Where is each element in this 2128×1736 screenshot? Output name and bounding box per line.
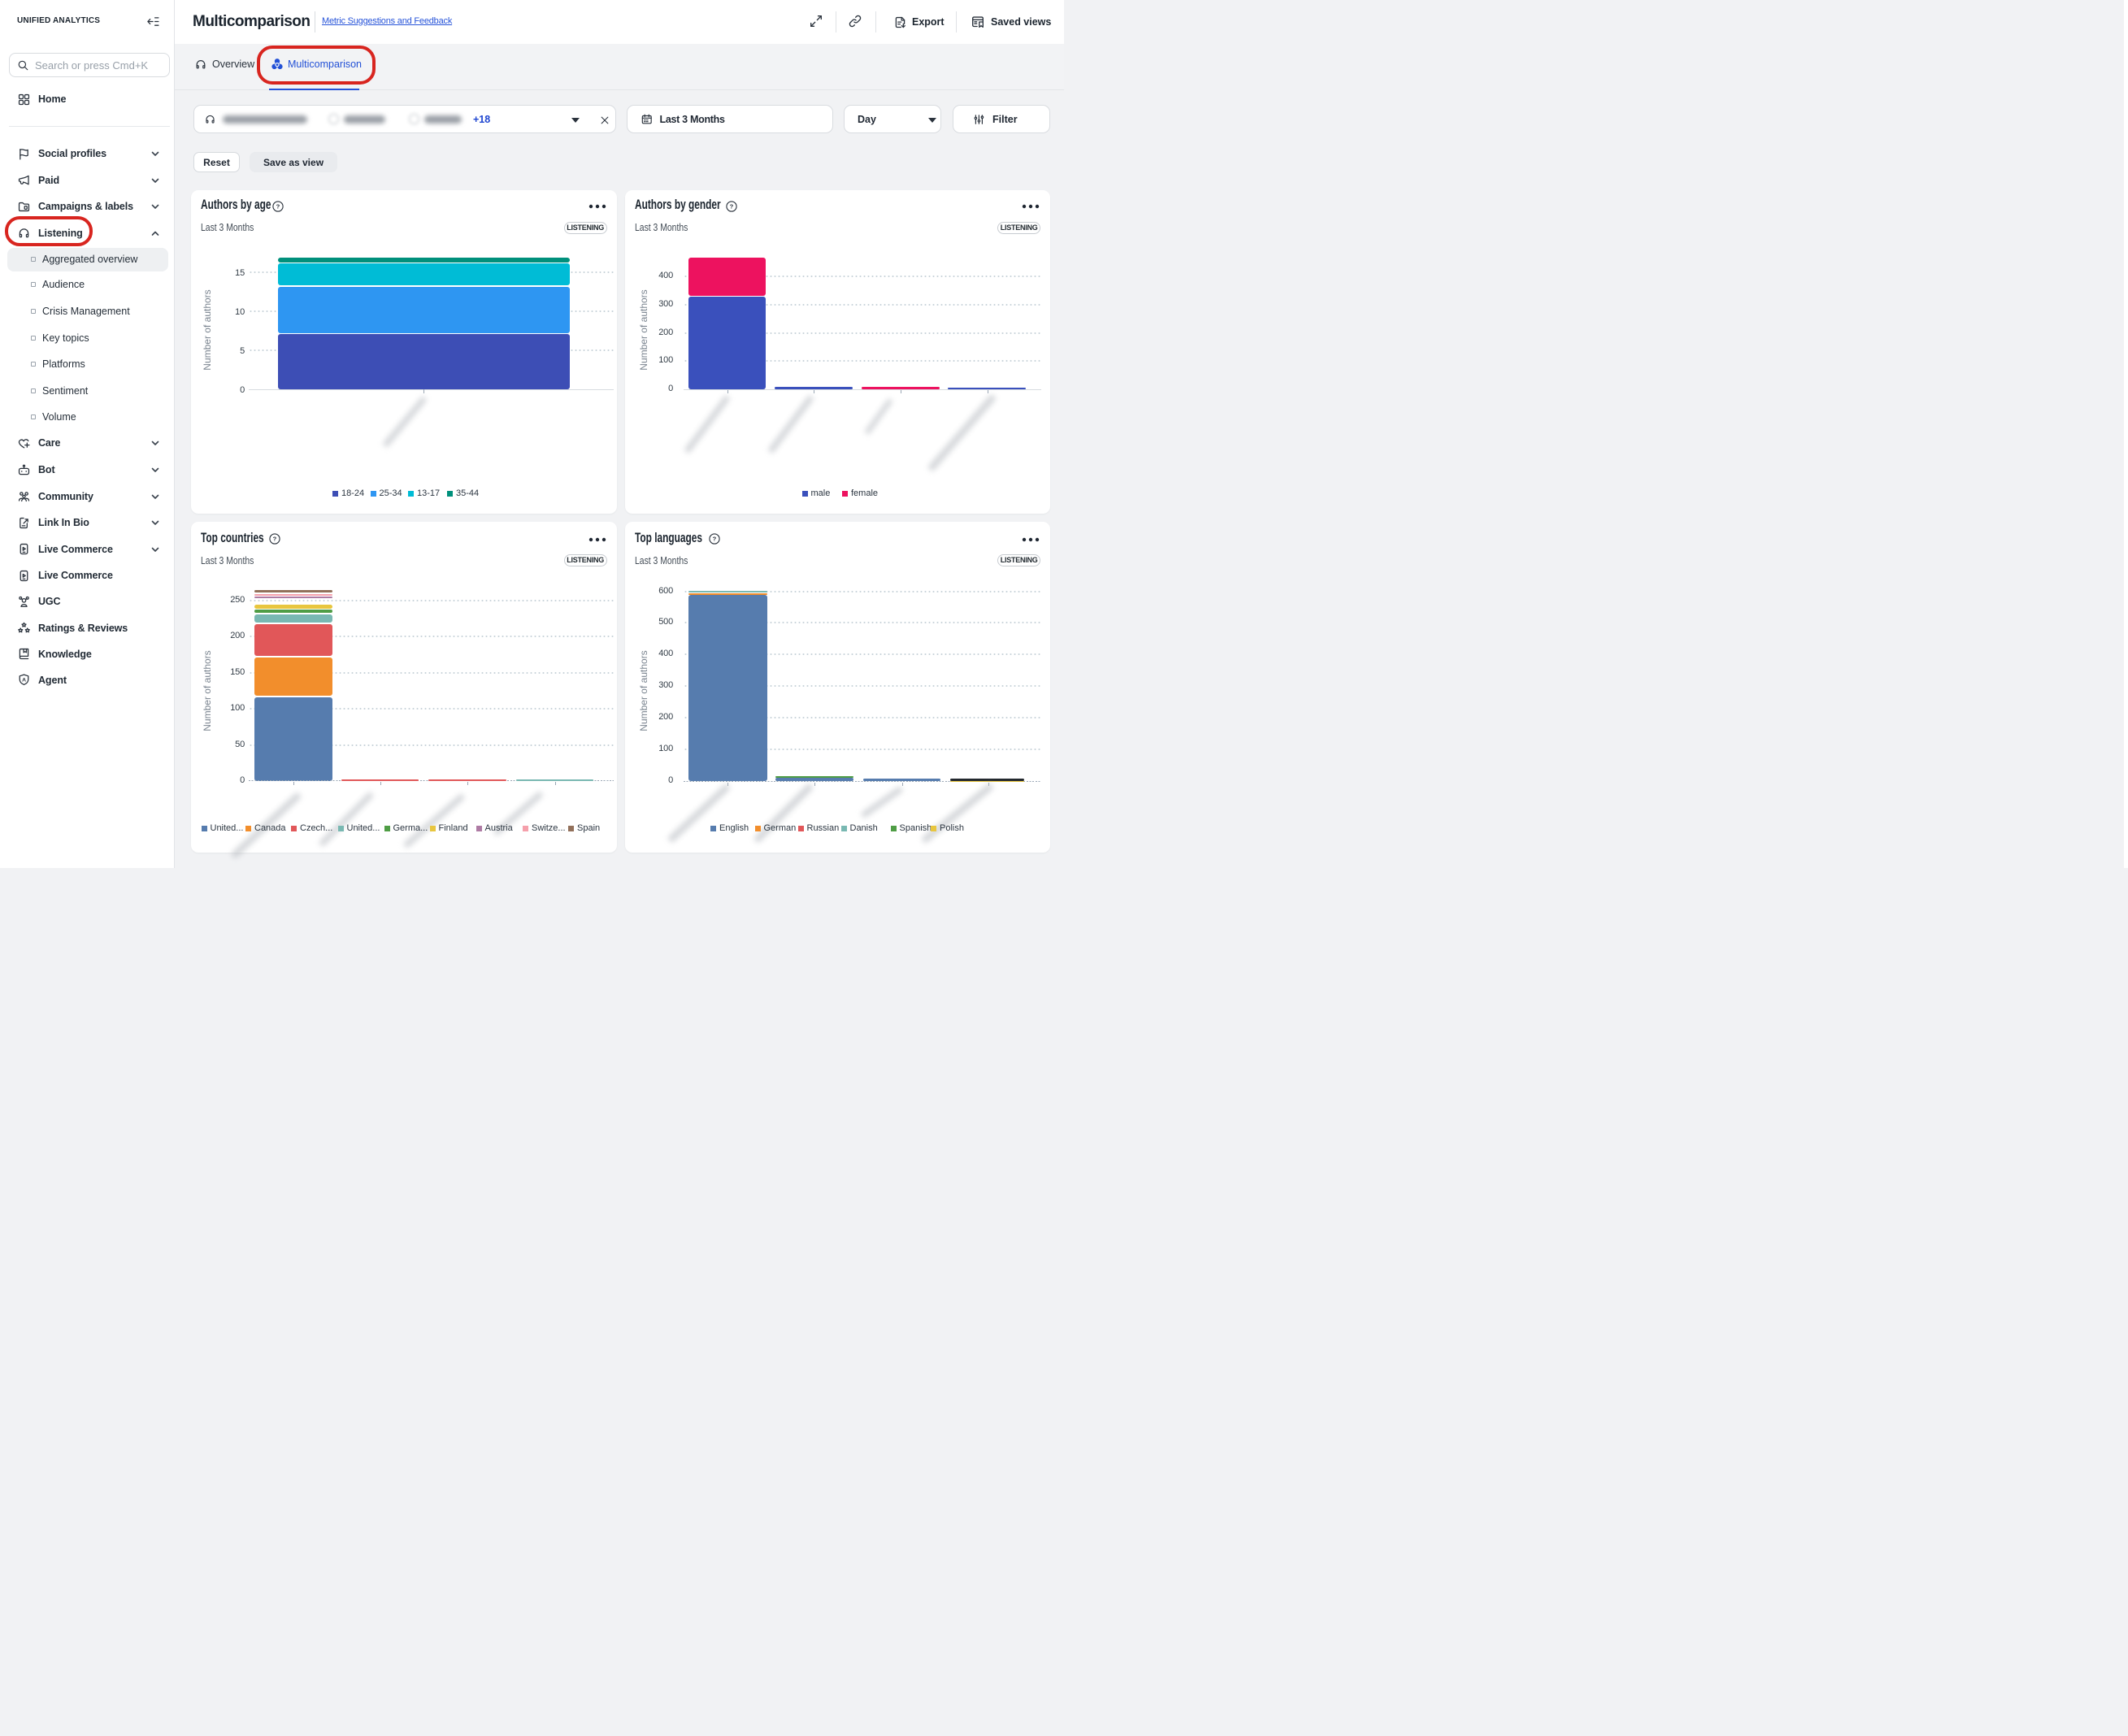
svg-text:?: ? [713,536,717,543]
svg-text:?: ? [276,202,280,210]
svg-text:?: ? [273,536,277,543]
svg-text:A: A [22,678,26,684]
svg-text:?: ? [730,202,734,210]
